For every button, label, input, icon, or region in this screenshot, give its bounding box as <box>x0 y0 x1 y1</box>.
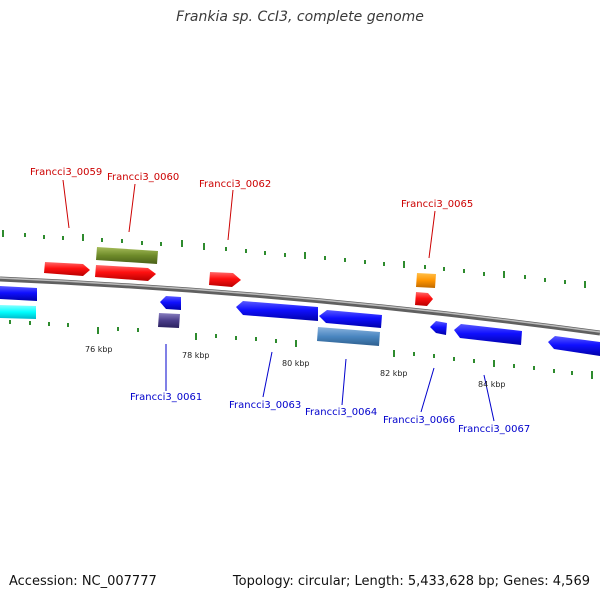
gene-arrow-0065[interactable] <box>415 292 433 306</box>
label-francci3-0065[interactable]: Francci3_0065 <box>401 199 473 210</box>
gene-box-0061-purple[interactable] <box>158 313 180 328</box>
gene-arrow-right-edge[interactable] <box>548 336 600 356</box>
gene-arrow-0060[interactable] <box>95 265 156 281</box>
map-title: Frankia sp. CcI3, complete genome <box>176 9 424 25</box>
reverse-gene-labels: Francci3_0061 Francci3_0063 Francci3_006… <box>130 392 530 435</box>
scale-label-80: 80 kbp <box>282 359 310 368</box>
accession-text: Accession: NC_007777 <box>9 574 157 589</box>
gene-arrow-0067[interactable] <box>454 324 522 345</box>
scale-labels: 76 kbp 78 kbp 80 kbp 82 kbp 84 kbp <box>85 345 506 389</box>
scale-label-82: 82 kbp <box>380 369 408 378</box>
gene-arrow-0059[interactable] <box>44 262 90 276</box>
label-francci3-0062[interactable]: Francci3_0062 <box>199 179 271 190</box>
reverse-genes <box>0 286 600 356</box>
scale-label-78: 78 kbp <box>182 351 210 360</box>
genome-summary-text: Topology: circular; Length: 5,433,628 bp… <box>232 574 590 589</box>
label-francci3-0064[interactable]: Francci3_0064 <box>305 407 377 418</box>
forward-tick-marks <box>2 230 586 288</box>
reverse-leader-lines <box>165 344 495 422</box>
scale-label-76: 76 kbp <box>85 345 113 354</box>
gene-arrow-0061[interactable] <box>160 296 181 310</box>
gene-arrow-0064[interactable] <box>319 310 382 328</box>
gene-arrow-0063[interactable] <box>236 301 318 321</box>
scale-label-84: 84 kbp <box>478 380 506 389</box>
gene-arrow-left-edge[interactable] <box>0 286 37 301</box>
gene-arrow-0066[interactable] <box>430 321 447 335</box>
gene-box-0064-steel[interactable] <box>317 327 380 346</box>
reverse-tick-marks <box>9 320 593 379</box>
label-francci3-0059[interactable]: Francci3_0059 <box>30 167 102 178</box>
gene-box-0060-green[interactable] <box>96 247 158 264</box>
label-francci3-0067[interactable]: Francci3_0067 <box>458 424 530 435</box>
forward-leader-lines <box>62 179 436 259</box>
genome-backbone <box>0 276 600 336</box>
forward-gene-labels: Francci3_0059 Francci3_0060 Francci3_006… <box>30 167 473 210</box>
gene-box-left-cyan[interactable] <box>0 305 36 319</box>
gene-box-0065-orange[interactable] <box>416 273 436 288</box>
forward-genes <box>44 247 436 306</box>
label-francci3-0066[interactable]: Francci3_0066 <box>383 415 455 426</box>
gene-arrow-0062[interactable] <box>209 272 241 287</box>
label-francci3-0063[interactable]: Francci3_0063 <box>229 400 301 411</box>
label-francci3-0061[interactable]: Francci3_0061 <box>130 392 202 403</box>
label-francci3-0060[interactable]: Francci3_0060 <box>107 172 179 183</box>
